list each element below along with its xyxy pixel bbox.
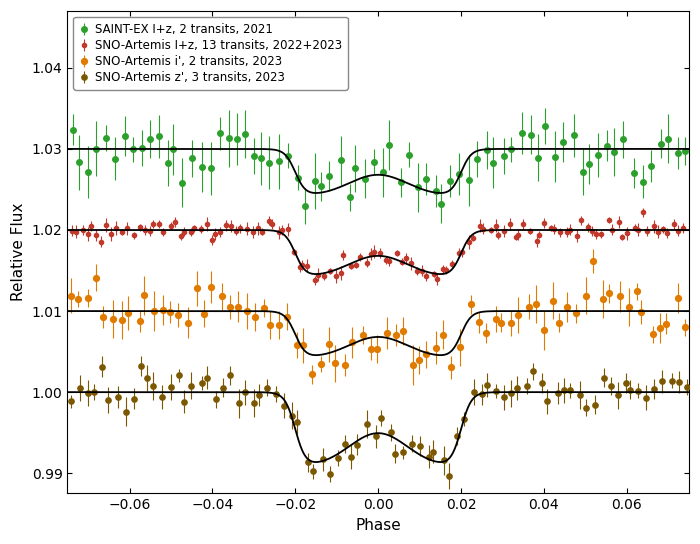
X-axis label: Phase: Phase	[356, 518, 401, 533]
Y-axis label: Relative Flux: Relative Flux	[11, 203, 26, 301]
Legend: SAINT-EX I+z, 2 transits, 2021, SNO-Artemis I+z, 13 transits, 2022+2023, SNO-Art: SAINT-EX I+z, 2 transits, 2021, SNO-Arte…	[74, 17, 348, 90]
